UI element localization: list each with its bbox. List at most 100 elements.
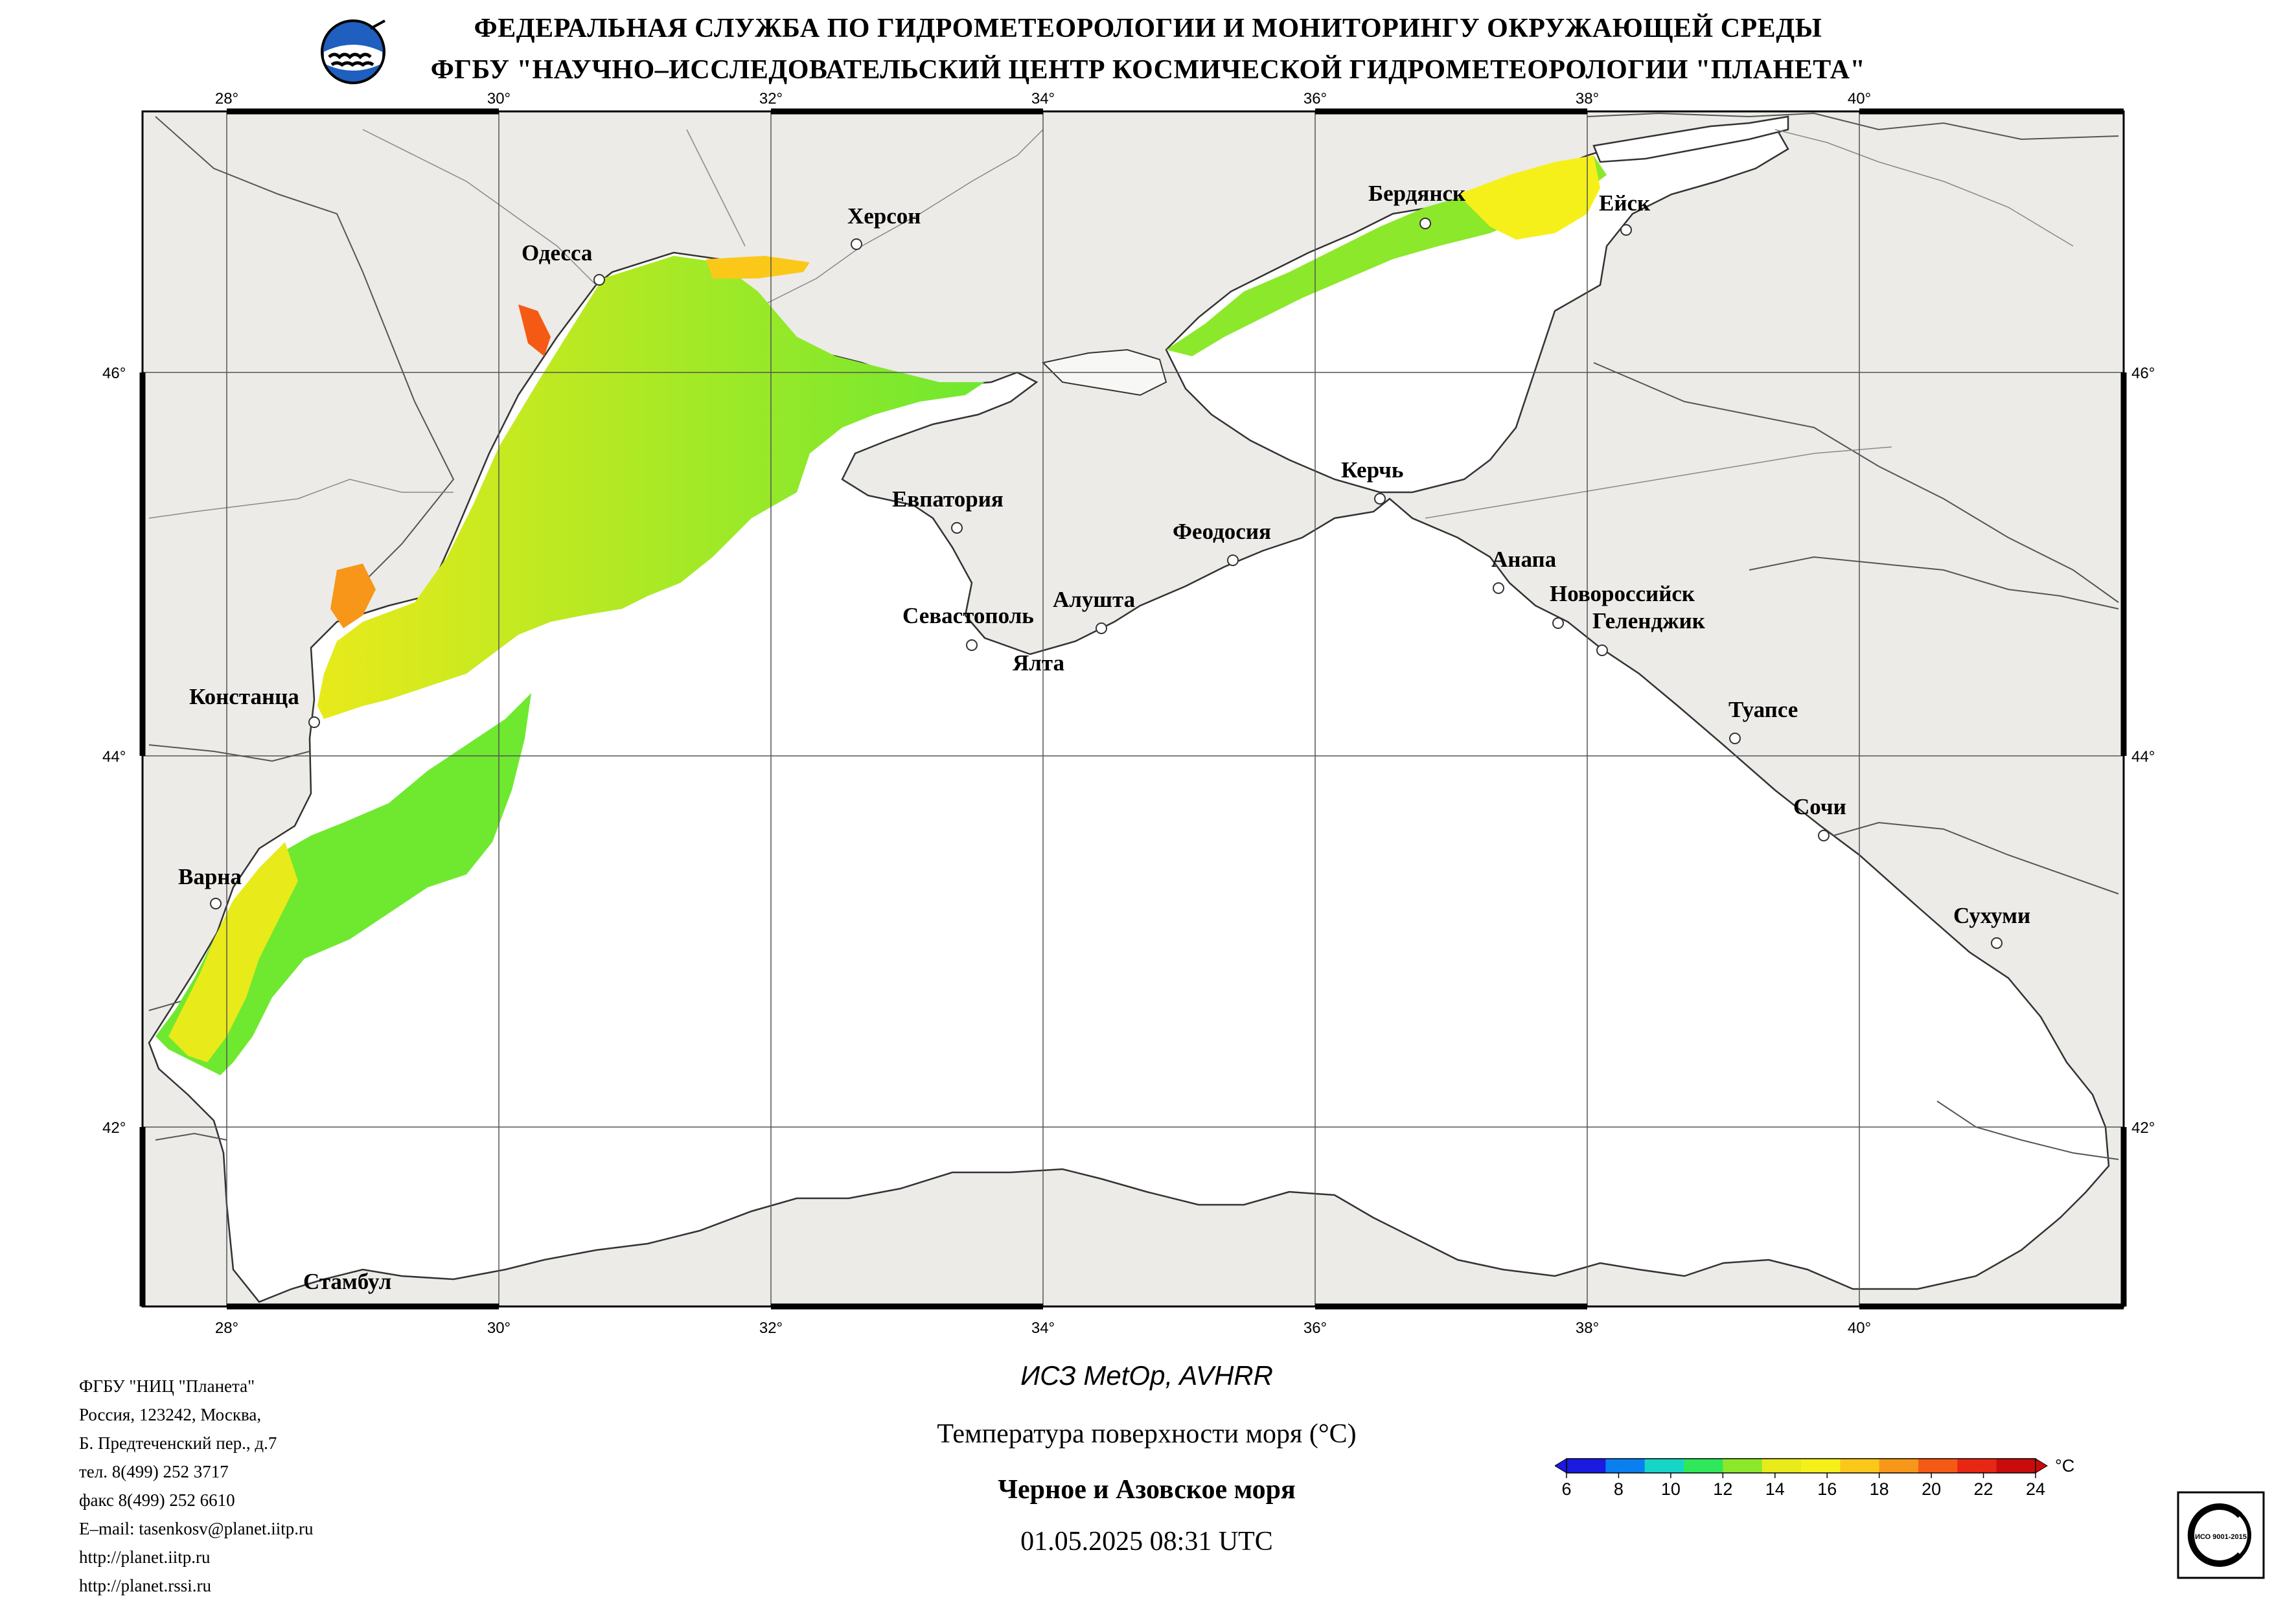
river-dniester — [362, 129, 597, 286]
colorbar-cell — [1879, 1459, 1919, 1473]
city-label-sukhumi: Сухуми — [1953, 903, 2030, 928]
lon-tick-bottom: 36° — [1303, 1319, 1327, 1337]
city-label-kherson: Херсон — [847, 203, 921, 229]
colorbar-tick-label: 8 — [1614, 1479, 1624, 1499]
river-kuban — [1425, 446, 1892, 519]
contact-line: Россия, 123242, Москва, — [79, 1405, 262, 1424]
city-label-constanta: Констанца — [189, 684, 299, 709]
taganrog-bay — [1592, 115, 1789, 163]
certificate-text: ИСО 9001-2015 — [2195, 1533, 2247, 1541]
contact-line: Б. Предтеченский пер., д.7 — [79, 1433, 277, 1453]
lon-tick-top: 30° — [487, 90, 511, 108]
contact-line: факс 8(499) 252 6610 — [79, 1490, 235, 1510]
colorbar-tick-label: 10 — [1661, 1479, 1681, 1499]
city-label-varna: Варна — [178, 864, 242, 889]
city-label-anapa: Анапа — [1491, 547, 1556, 572]
city-label-feodosia: Феодосия — [1173, 519, 1271, 544]
river-danube — [148, 479, 453, 519]
lat-tick-left: 46° — [102, 365, 126, 382]
city-label-istanbul: Стамбул — [303, 1269, 391, 1294]
colorbar-tick-label: 12 — [1713, 1479, 1732, 1499]
colorbar-cells — [1567, 1459, 2036, 1473]
temperature-colorbar: °C 6 8 10 12 14 16 18 20 22 24 — [1555, 1456, 2074, 1499]
colorbar-cell — [1918, 1459, 1958, 1473]
datetime-caption: 01.05.2025 08:31 UTC — [1020, 1527, 1273, 1556]
header-line-1: ФЕДЕРАЛЬНАЯ СЛУЖБА ПО ГИДРОМЕТЕОРОЛОГИИ … — [474, 14, 1822, 43]
contact-line: http://planet.iitp.ru — [79, 1547, 211, 1567]
parameter-caption: Температура поверхности моря (°C) — [937, 1419, 1357, 1449]
planeta-logo-icon — [321, 19, 385, 84]
city-label-gelendzhik: Геленджик — [1592, 608, 1706, 633]
header-line-2: ФГБУ "НАУЧНО–ИССЛЕДОВАТЕЛЬСКИЙ ЦЕНТР КОС… — [430, 55, 1866, 85]
lon-tick-top: 36° — [1303, 90, 1327, 108]
river-southern-bug — [686, 129, 746, 247]
colorbar-tick-label: 24 — [2026, 1479, 2045, 1499]
city-label-novorossiysk: Новороссийск — [1550, 581, 1695, 606]
contact-line: E–mail: tasenkosv@planet.iitp.ru — [79, 1519, 314, 1538]
colorbar-arrow-right — [2035, 1458, 2048, 1474]
colorbar-cell — [1567, 1459, 1606, 1473]
river-don — [1774, 129, 2074, 247]
colorbar-cell — [1840, 1459, 1880, 1473]
sst-dnieper-liman — [706, 256, 810, 279]
lat-tick-left: 44° — [102, 748, 126, 766]
satellite-caption: ИСЗ MetOp, AVHRR — [1020, 1360, 1273, 1391]
lat-tick-right: 46° — [2131, 365, 2155, 382]
city-label-sevastopol: Севастополь — [902, 603, 1034, 628]
colorbar-cell — [1957, 1459, 1997, 1473]
lon-tick-top: 40° — [1848, 90, 1871, 108]
lon-tick-top: 32° — [759, 90, 783, 108]
sst-northwest-shelf — [317, 256, 985, 719]
border-line — [1593, 362, 2119, 603]
sst-overlay — [155, 155, 1607, 1075]
city-label-yalta: Ялта — [1013, 650, 1064, 676]
colorbar-ticks: 6 8 10 12 14 16 18 20 22 24 — [1561, 1473, 2045, 1499]
contacts-block: ФГБУ "НИЦ "Планета" Россия, 123242, Моск… — [79, 1372, 314, 1600]
city-label-odessa: Одесса — [522, 240, 592, 266]
contact-line: http://planet.rssi.ru — [79, 1576, 211, 1595]
colorbar-cell — [1801, 1459, 1841, 1473]
lon-tick-bottom: 40° — [1848, 1319, 1871, 1337]
city-label-alushta: Алушта — [1053, 587, 1135, 612]
river-dnieper — [764, 129, 1044, 305]
city-label-sochi: Сочи — [1793, 794, 1846, 819]
border-line — [155, 1132, 227, 1141]
colorbar-tick-label: 16 — [1817, 1479, 1837, 1499]
contact-line: тел. 8(499) 252 3717 — [79, 1462, 229, 1481]
border-line — [1587, 112, 2119, 141]
colorbar-tick-label: 22 — [1974, 1479, 1993, 1499]
lat-tick-right: 42° — [2131, 1119, 2155, 1137]
colorbar-outline — [1566, 1458, 2036, 1474]
city-label-kerch: Керчь — [1341, 457, 1403, 483]
sea-of-azov — [1165, 125, 1789, 494]
city-label-tuapse: Туапсе — [1728, 697, 1798, 722]
colorbar-cell — [1723, 1459, 1763, 1473]
border-line — [155, 116, 455, 610]
city-label-berdyansk: Бердянск — [1368, 181, 1466, 206]
border-line — [1749, 556, 2119, 610]
city-label-evpatoria: Евпатория — [892, 486, 1004, 512]
colorbar-tick-label: 20 — [1922, 1479, 1941, 1499]
lon-tick-bottom: 32° — [759, 1319, 783, 1337]
lon-tick-bottom: 38° — [1576, 1319, 1599, 1337]
lon-tick-top: 38° — [1576, 90, 1599, 108]
colorbar-tick-label: 18 — [1870, 1479, 1889, 1499]
border-line — [1833, 821, 2119, 895]
sst-dniester-liman — [518, 304, 551, 356]
colorbar-cell — [1684, 1459, 1723, 1473]
colorbar-tick-label: 6 — [1561, 1479, 1571, 1499]
lon-tick-bottom: 34° — [1031, 1319, 1055, 1337]
sst-danube-delta — [330, 564, 376, 628]
lon-tick-top: 34° — [1031, 90, 1055, 108]
lon-tick-top: 28° — [215, 90, 238, 108]
sst-bulgarian-coast — [168, 842, 298, 1062]
graticule — [143, 111, 2124, 1306]
sst-azov-north — [1458, 155, 1600, 240]
contact-line: ФГБУ "НИЦ "Планета" — [79, 1376, 255, 1396]
colorbar-cell — [1644, 1459, 1684, 1473]
city-label-yeysk: Ейск — [1599, 190, 1651, 216]
lon-tick-bottom: 30° — [487, 1319, 511, 1337]
border-line — [1936, 1100, 2119, 1160]
colorbar-arrow-left — [1555, 1458, 1567, 1474]
